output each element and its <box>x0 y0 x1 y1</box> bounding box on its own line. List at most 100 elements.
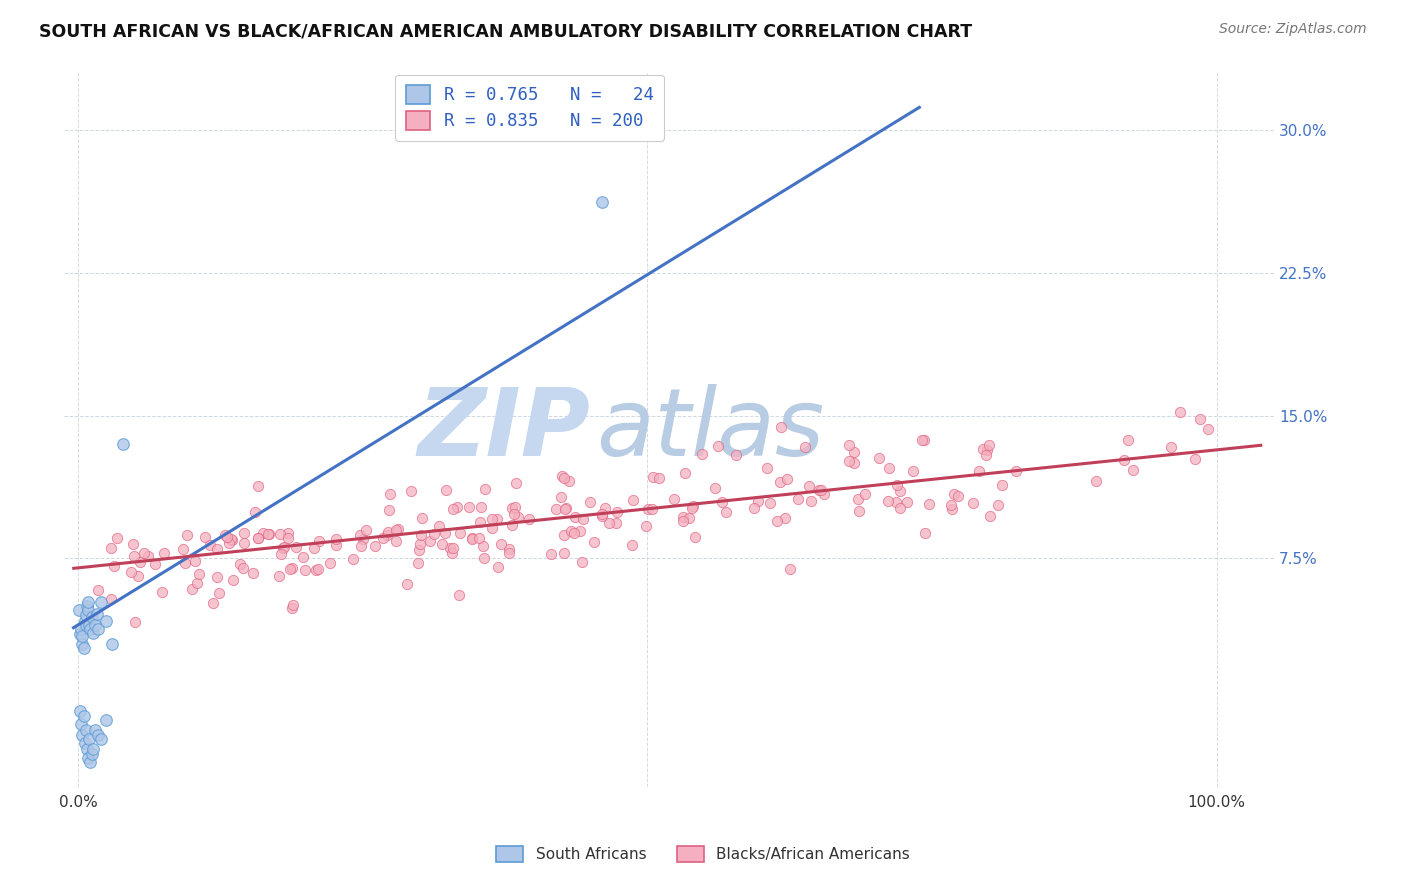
Point <box>172 541 194 556</box>
Point <box>681 501 703 516</box>
Point <box>252 525 274 540</box>
Point <box>280 601 302 615</box>
Point <box>409 537 432 551</box>
Point <box>373 532 395 546</box>
Point <box>269 527 291 541</box>
Point <box>79 732 101 747</box>
Point <box>307 562 329 576</box>
Point <box>911 434 934 448</box>
Point <box>683 530 706 544</box>
Point <box>87 622 110 636</box>
Point <box>218 535 240 549</box>
Point <box>884 495 907 509</box>
Point <box>124 615 146 629</box>
Point <box>606 505 628 519</box>
Point <box>87 728 110 742</box>
Point <box>96 713 118 727</box>
Point <box>72 629 94 643</box>
Point <box>308 533 330 548</box>
Point <box>1116 434 1139 448</box>
Point <box>742 500 765 515</box>
Point <box>593 501 616 516</box>
Point <box>766 514 789 528</box>
Point <box>571 555 593 569</box>
Point <box>101 637 124 651</box>
Point <box>87 582 110 597</box>
Point <box>974 448 997 462</box>
Point <box>124 549 146 564</box>
Point <box>284 540 307 554</box>
Point <box>82 741 104 756</box>
Point <box>205 570 228 584</box>
Point <box>184 554 207 568</box>
Point <box>1085 475 1108 489</box>
Point <box>550 491 572 505</box>
Point <box>468 531 491 545</box>
Point <box>710 494 733 508</box>
Point <box>637 501 659 516</box>
Point <box>75 723 97 737</box>
Point <box>387 522 409 536</box>
Point <box>621 492 644 507</box>
Point <box>1197 422 1219 436</box>
Point <box>912 434 935 448</box>
Point <box>979 509 1001 524</box>
Point <box>962 495 984 509</box>
Point <box>181 582 204 596</box>
Point <box>194 530 217 544</box>
Point <box>153 546 176 560</box>
Point <box>73 614 96 628</box>
Text: SOUTH AFRICAN VS BLACK/AFRICAN AMERICAN AMBULATORY DISABILITY CORRELATION CHART: SOUTH AFRICAN VS BLACK/AFRICAN AMERICAN … <box>39 22 973 40</box>
Point <box>779 562 801 576</box>
Point <box>186 575 208 590</box>
Point <box>918 497 941 511</box>
Point <box>217 530 239 544</box>
Point <box>508 509 530 524</box>
Point <box>79 755 101 769</box>
Point <box>281 599 304 613</box>
Point <box>419 534 441 549</box>
Point <box>449 588 471 602</box>
Point <box>571 512 593 526</box>
Point <box>395 577 418 591</box>
Point <box>385 533 408 548</box>
Point <box>75 608 97 623</box>
Point <box>776 472 799 486</box>
Point <box>943 487 966 501</box>
Point <box>100 541 122 555</box>
Point <box>72 637 94 651</box>
Point <box>214 528 236 542</box>
Point <box>176 528 198 542</box>
Point <box>257 527 280 541</box>
Point <box>557 474 579 488</box>
Point <box>103 558 125 573</box>
Point <box>304 541 326 556</box>
Point <box>498 546 520 560</box>
Point <box>305 563 328 577</box>
Point <box>641 502 664 516</box>
Point <box>555 500 578 515</box>
Point <box>72 728 94 742</box>
Point <box>247 478 270 492</box>
Point <box>682 500 704 514</box>
Point <box>271 541 294 555</box>
Point <box>294 563 316 577</box>
Point <box>278 562 301 576</box>
Point <box>1160 441 1182 455</box>
Point <box>229 557 252 571</box>
Point <box>86 607 108 621</box>
Point <box>877 460 900 475</box>
Point <box>90 732 112 747</box>
Point <box>75 618 97 632</box>
Point <box>354 523 377 537</box>
Point <box>221 533 243 547</box>
Point <box>1112 452 1135 467</box>
Point <box>842 456 865 470</box>
Point <box>243 505 266 519</box>
Point <box>517 512 540 526</box>
Point <box>481 521 503 535</box>
Point <box>941 501 963 516</box>
Point <box>491 537 513 551</box>
Point <box>205 541 228 556</box>
Point <box>501 500 523 515</box>
